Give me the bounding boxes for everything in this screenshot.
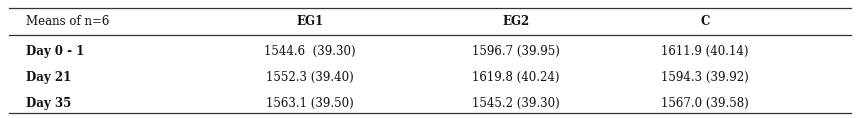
Text: Day 0 - 1: Day 0 - 1 (26, 45, 84, 58)
Text: 1596.7 (39.95): 1596.7 (39.95) (472, 45, 560, 58)
Text: EG1: EG1 (296, 15, 323, 28)
Text: 1552.3 (39.40): 1552.3 (39.40) (266, 71, 353, 84)
Text: Means of n=6: Means of n=6 (26, 15, 109, 28)
Text: 1619.8 (40.24): 1619.8 (40.24) (472, 71, 560, 84)
Text: 1594.3 (39.92): 1594.3 (39.92) (661, 71, 749, 84)
Text: C: C (701, 15, 710, 28)
Text: 1563.1 (39.50): 1563.1 (39.50) (266, 97, 353, 110)
Text: Day 35: Day 35 (26, 97, 71, 110)
Text: 1611.9 (40.14): 1611.9 (40.14) (661, 45, 749, 58)
Text: Day 21: Day 21 (26, 71, 71, 84)
Text: 1567.0 (39.58): 1567.0 (39.58) (661, 97, 749, 110)
Text: 1544.6  (39.30): 1544.6 (39.30) (264, 45, 355, 58)
Text: 1545.2 (39.30): 1545.2 (39.30) (472, 97, 560, 110)
Text: EG2: EG2 (502, 15, 530, 28)
